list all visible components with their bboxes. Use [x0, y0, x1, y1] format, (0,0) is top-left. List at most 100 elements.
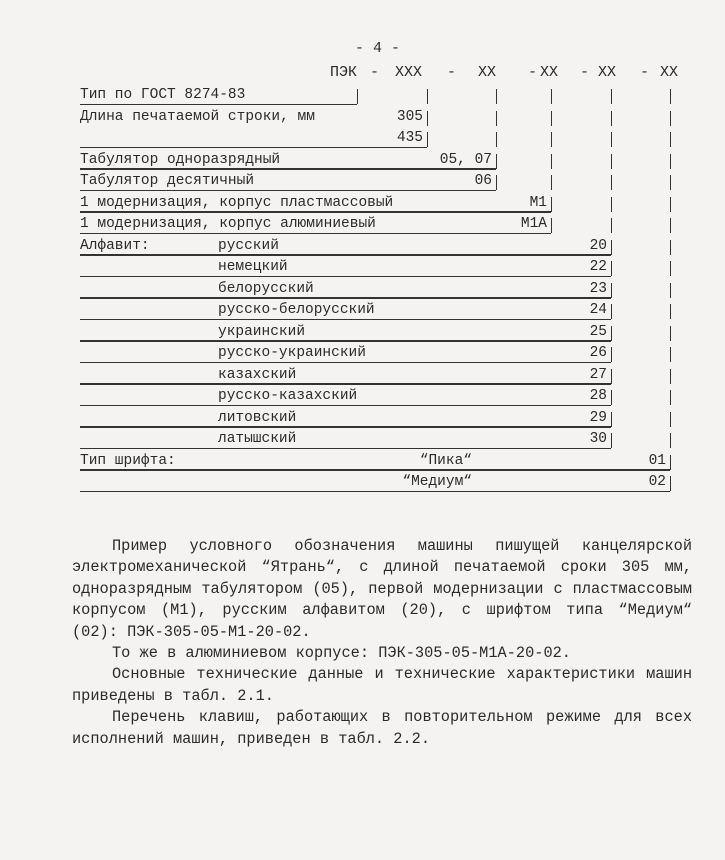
- underline: [80, 297, 611, 299]
- column-bar: [551, 153, 553, 169]
- row-label: Табулятор одноразрядный: [80, 151, 281, 168]
- alphabet-name: литовский: [218, 409, 297, 426]
- scheme-row: Табулятор одноразрядный 05, 07: [0, 149, 725, 170]
- column-bar: [427, 89, 429, 104]
- column-bar: [551, 89, 553, 104]
- underline: [80, 404, 611, 406]
- scheme-row: “Медиум“ 02: [0, 471, 725, 492]
- code-separator: -: [370, 64, 380, 81]
- row-label: 1 модернизация, корпус пластмассовый: [80, 194, 394, 211]
- column-bar: [670, 304, 672, 319]
- column-bar: [670, 239, 672, 255]
- row-label: Тип по ГОСТ 8274-83: [80, 87, 246, 103]
- underline: [80, 254, 611, 256]
- column-bar: [670, 196, 672, 212]
- paragraph: Перечень клавиш, работающих в повторител…: [72, 708, 692, 748]
- column-bar: [551, 132, 553, 147]
- code-value: 05, 07: [439, 151, 492, 168]
- code-separator: -: [580, 64, 590, 81]
- column-bar: [611, 89, 613, 104]
- scheme-row: Тип по ГОСТ 8274-83: [0, 84, 725, 105]
- code-segment: XX: [478, 64, 497, 81]
- code-value: 02: [648, 474, 666, 490]
- code-segment: XXX: [395, 64, 423, 81]
- column-bar: [670, 110, 672, 126]
- row-label: 1 модернизация, корпус алюминиевый: [80, 216, 376, 232]
- column-bar: [611, 433, 613, 448]
- page-number: - 4 -: [355, 40, 401, 57]
- column-bar: [611, 390, 613, 405]
- underline: [80, 211, 551, 213]
- alphabet-name: русско-казахский: [218, 388, 358, 404]
- column-bar: [611, 282, 613, 298]
- column-bar: [670, 153, 672, 169]
- font-name: “Пика“: [419, 452, 472, 469]
- column-bar: [551, 196, 553, 212]
- code-separator: -: [447, 64, 457, 81]
- alphabet-name: украинский: [218, 323, 306, 340]
- column-bar: [670, 325, 672, 341]
- underline: [80, 361, 611, 363]
- alphabet-name: русско-белорусский: [218, 302, 375, 318]
- column-bar: [496, 175, 498, 190]
- row-label: Алфавит:: [80, 237, 150, 254]
- underline: [80, 189, 496, 191]
- underline: [80, 232, 551, 234]
- scheme-row: литовский 29: [0, 407, 725, 428]
- code-value: 06: [474, 173, 492, 189]
- row-label: Табулятор десятичный: [80, 173, 255, 189]
- alphabet-name: немецкий: [218, 259, 288, 275]
- underline: [80, 469, 670, 471]
- underline: [80, 447, 611, 449]
- column-bar: [670, 390, 672, 405]
- underline: [80, 340, 611, 342]
- paragraph: Пример условного обозначения машины пишу…: [72, 537, 692, 641]
- code-value: 24: [589, 302, 607, 318]
- column-bar: [611, 110, 613, 126]
- alphabet-name: латышский: [218, 431, 297, 447]
- underline: [80, 103, 357, 105]
- alphabet-name: русский: [218, 237, 279, 254]
- column-bar: [551, 175, 553, 190]
- scheme-row: латышский 30: [0, 428, 725, 449]
- code-value: 01: [648, 452, 666, 469]
- underline: [80, 168, 496, 170]
- column-bar: [427, 132, 429, 147]
- underline: [80, 490, 670, 492]
- code-value: 28: [589, 388, 607, 404]
- column-bar: [427, 110, 429, 126]
- scheme-row: русско-белорусский 24: [0, 299, 725, 320]
- scheme-row: немецкий 22: [0, 256, 725, 277]
- column-bar: [670, 218, 672, 233]
- code-value: 30: [589, 431, 607, 447]
- alphabet-name: казахский: [218, 366, 297, 383]
- column-bar: [551, 218, 553, 233]
- font-name: “Медиум“: [402, 474, 472, 490]
- scheme-row: Табулятор десятичный 06: [0, 170, 725, 191]
- column-bar: [670, 411, 672, 427]
- alphabet-name: белорусский: [218, 280, 314, 297]
- column-bar: [611, 153, 613, 169]
- column-bar: [670, 347, 672, 362]
- column-bar: [611, 347, 613, 362]
- scheme-row: украинский 25: [0, 321, 725, 342]
- column-bar: [611, 196, 613, 212]
- code-value: 435: [396, 130, 423, 146]
- row-label: Длина печатаемой строки, мм: [80, 108, 315, 125]
- paragraph: Основные технические данные и технически…: [72, 665, 692, 705]
- code-value: 25: [589, 323, 607, 340]
- underline: [80, 275, 611, 277]
- column-bar: [496, 132, 498, 147]
- row-label: Тип шрифта:: [80, 452, 176, 469]
- column-bar: [611, 132, 613, 147]
- column-bar: [496, 153, 498, 169]
- code-segment: ПЭК: [330, 64, 358, 81]
- scheme-row: белорусский 23: [0, 278, 725, 299]
- underline: [80, 383, 611, 385]
- code-value: 305: [396, 108, 423, 125]
- code-segment: XX: [660, 64, 679, 81]
- code-value: 27: [589, 366, 607, 383]
- scheme-row: русско-казахский 28: [0, 385, 725, 406]
- column-bar: [670, 368, 672, 384]
- column-bar: [611, 239, 613, 255]
